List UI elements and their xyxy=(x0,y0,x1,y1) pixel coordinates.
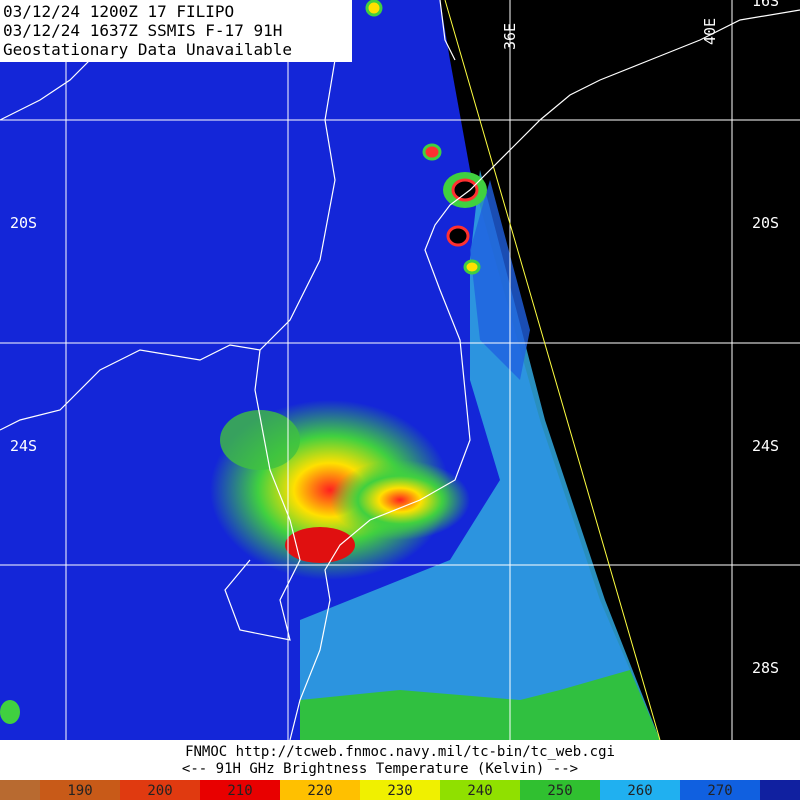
colorbar: 190 200 210 220 230 240 250 260 270 xyxy=(0,780,800,800)
colorbar-segment xyxy=(120,780,200,800)
colorbar-label: 190 xyxy=(67,783,92,799)
colorbar-segment xyxy=(40,780,120,800)
lat-label: 24S xyxy=(752,437,779,455)
border xyxy=(0,0,336,431)
colorbar-segment xyxy=(440,780,520,800)
coastline xyxy=(439,0,456,61)
colorbar-label: 250 xyxy=(547,783,572,799)
land-warm xyxy=(300,670,660,740)
colorbar-label: 210 xyxy=(227,783,252,799)
colorbar-label: 240 xyxy=(467,783,492,799)
grid xyxy=(0,0,800,741)
lat-label: 24S xyxy=(10,437,37,455)
convection xyxy=(463,259,481,275)
colorbar-segment xyxy=(520,780,600,800)
colorbar-segment xyxy=(200,780,280,800)
coastline xyxy=(289,9,800,741)
lat-label: 28S xyxy=(752,659,779,677)
colorbar-label: 260 xyxy=(627,783,652,799)
lat-label: 16S xyxy=(752,0,779,10)
convection xyxy=(451,178,479,202)
convection xyxy=(0,700,20,724)
colorbar-label: 230 xyxy=(387,783,412,799)
footer-box xyxy=(0,740,800,780)
colorbar-segment xyxy=(280,780,360,800)
header-box xyxy=(0,0,352,62)
convection xyxy=(422,143,442,161)
colorbar-label: 270 xyxy=(707,783,732,799)
no-data-area xyxy=(440,0,800,740)
convection xyxy=(446,225,470,247)
footer-line: FNMOC http://tcweb.fnmoc.navy.mil/tc-bin… xyxy=(185,744,615,760)
footer-line: <-- 91H GHz Brightness Temperature (Kelv… xyxy=(182,761,578,777)
convection xyxy=(365,0,383,17)
colorbar-segment xyxy=(360,780,440,800)
lat-label: 20S xyxy=(10,214,37,232)
colorbar-segment xyxy=(680,780,760,800)
lon-label: 40E xyxy=(701,18,719,45)
swath-edge xyxy=(470,180,530,380)
warm-swath xyxy=(300,170,660,740)
lon-label: 36E xyxy=(501,23,519,50)
rainband xyxy=(330,460,470,540)
colorbar-label: 200 xyxy=(147,783,172,799)
colorbar-segment xyxy=(760,780,800,800)
header-line: Geostationary Data Unavailable xyxy=(3,40,292,59)
lat-label: 20S xyxy=(752,214,779,232)
rainband xyxy=(220,410,300,470)
colorbar-segment xyxy=(0,780,40,800)
swath-border xyxy=(444,0,661,741)
header-line: 03/12/24 1200Z 17 FILIPO xyxy=(3,2,234,21)
border xyxy=(224,349,301,641)
colorbar-label: 220 xyxy=(307,783,332,799)
coastlines xyxy=(0,0,800,741)
header-line: 03/12/24 1637Z SSMIS F-17 91H xyxy=(3,21,282,40)
colorbar-segment xyxy=(600,780,680,800)
convection xyxy=(285,527,355,563)
map: 36E 40E 16S 20S 20S 24S 24S 28S xyxy=(0,0,800,741)
border xyxy=(0,59,91,121)
